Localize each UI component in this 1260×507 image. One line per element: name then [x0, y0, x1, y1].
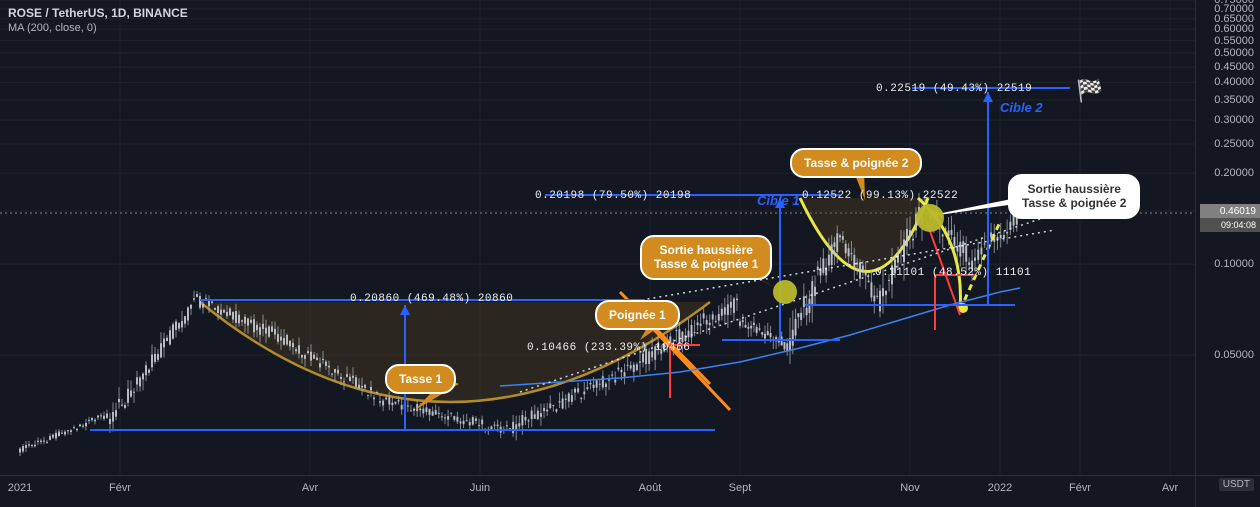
axis-unit: USDT — [1219, 478, 1254, 491]
fib-label: 0.12522 (99.13%) 22522 — [802, 190, 958, 202]
annotation-callout[interactable]: Tasse & poignée 2 — [790, 148, 922, 178]
price-tick: 0.75000 — [1214, 0, 1254, 6]
time-tick: Sept — [729, 482, 752, 494]
time-tick: Avr — [1162, 482, 1178, 494]
price-tick: 0.30000 — [1214, 114, 1254, 126]
price-tick: 0.25000 — [1214, 138, 1254, 150]
time-tick: Avr — [302, 482, 318, 494]
annotation-callout[interactable]: Sortie haussièreTasse & poignée 1 — [640, 235, 772, 280]
flag-icon: 🏁 — [1076, 78, 1103, 104]
annotation-callout[interactable]: Sortie haussièreTasse & poignée 2 — [1008, 174, 1140, 219]
last-price-tag: 0.46019 — [1200, 204, 1260, 219]
fib-label: 0.22519 (49.43%) 22519 — [876, 83, 1032, 95]
chart-svg — [0, 0, 1195, 475]
time-tick: Juin — [470, 482, 490, 494]
price-tick: 0.40000 — [1214, 76, 1254, 88]
price-tick: 0.35000 — [1214, 94, 1254, 106]
axis-corner: USDT — [1195, 475, 1260, 507]
target-label: Cible 1 — [757, 193, 800, 208]
time-axis[interactable]: 2021 Févr Avr Juin Août Sept Nov 2022 Févr Avr — [0, 475, 1195, 507]
countdown-tag: 09:04:08 — [1200, 218, 1260, 232]
fib-label: 0.20860 (469.48%) 20860 — [350, 293, 513, 305]
price-tick: 0.45000 — [1214, 61, 1254, 73]
fib-label: 0.20198 (79.50%) 20198 — [535, 190, 691, 202]
price-tick: 0.20000 — [1214, 167, 1254, 179]
indicator-label: MA (200, close, 0) — [8, 22, 188, 34]
time-tick: Févr — [1069, 482, 1091, 494]
price-axis[interactable]: 0.050000.100000.150000.200000.250000.300… — [1195, 0, 1260, 475]
annotation-callout[interactable]: Tasse 1 — [385, 364, 456, 394]
price-tick: 0.10000 — [1214, 258, 1254, 270]
time-tick: Nov — [900, 482, 920, 494]
time-tick: Févr — [109, 482, 131, 494]
price-tick: 0.55000 — [1214, 35, 1254, 47]
target-label: Cible 2 — [1000, 100, 1043, 115]
fib-label: 0.10466 (233.39%) 10466 — [527, 342, 690, 354]
annotation-callout[interactable]: Poignée 1 — [595, 300, 680, 330]
price-tick: 0.60000 — [1214, 23, 1254, 35]
chart-header: ROSE / TetherUS, 1D, BINANCE MA (200, cl… — [8, 6, 188, 34]
time-tick: Août — [639, 482, 662, 494]
price-tick: 0.05000 — [1214, 349, 1254, 361]
time-tick: 2022 — [988, 482, 1012, 494]
symbol-label: ROSE / TetherUS, 1D, BINANCE — [8, 6, 188, 20]
chart-area[interactable]: ROSE / TetherUS, 1D, BINANCE MA (200, cl… — [0, 0, 1195, 475]
fib-label: 0.11101 (48.52%) 11101 — [875, 267, 1031, 279]
price-tick: 0.50000 — [1214, 47, 1254, 59]
time-tick: 2021 — [8, 482, 32, 494]
